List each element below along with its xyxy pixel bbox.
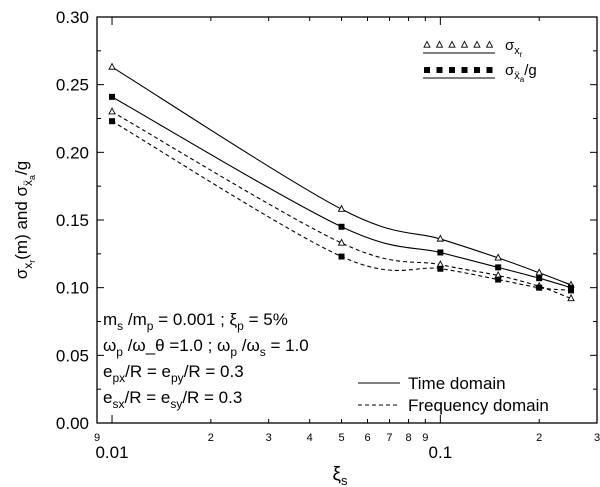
x-minor-tick-label: 4 — [307, 432, 313, 444]
data-point — [568, 287, 575, 294]
data-point — [338, 253, 345, 260]
annotation-line: esx​/R = esy​/R = 0.3 — [103, 388, 242, 411]
x-minor-tick-label: 8 — [405, 432, 411, 444]
data-point — [338, 223, 345, 230]
x-minor-tick-label: 7 — [386, 432, 392, 444]
x-minor-tick-label: 2 — [208, 432, 214, 444]
y-tick-label: 0.20 — [56, 143, 89, 162]
legend-marker — [485, 40, 494, 48]
data-point — [535, 268, 543, 276]
y-tick-label: 0.00 — [56, 414, 89, 433]
data-point — [494, 253, 502, 261]
legend-line-label: Time domain — [408, 374, 506, 393]
annotation-line: epx​/R = epy​/R = 0.3 — [103, 362, 244, 385]
y-tick-label: 0.05 — [56, 346, 89, 365]
data-point — [536, 284, 543, 291]
legend-marker — [435, 40, 444, 48]
data-point — [108, 62, 116, 70]
data-point — [495, 264, 502, 271]
data-point — [109, 93, 116, 100]
legend-marker — [473, 40, 481, 48]
data-point — [495, 276, 502, 283]
x-minor-tick-label: 3 — [266, 432, 272, 444]
x-tick-label: 0.01 — [95, 443, 128, 462]
legend-marker — [474, 67, 480, 73]
series-lines — [111, 66, 572, 300]
data-point — [536, 275, 543, 282]
x-minor-tick-label: 9 — [94, 432, 100, 444]
y-tick-label: 0.10 — [56, 279, 89, 298]
legend-marker — [449, 67, 455, 73]
data-point — [109, 118, 116, 125]
y-tick-label: 0.30 — [56, 8, 89, 27]
legend-marker — [448, 40, 456, 48]
y-axis-label: σxr(m) and σẍa/g — [12, 161, 37, 280]
data-point — [337, 238, 346, 246]
legend-marker — [423, 40, 431, 48]
x-minor-tick-label: 2 — [536, 432, 542, 444]
legend-marker — [460, 40, 469, 48]
annotation-line: ms​ /mp​ = 0.001 ; ξp​ = 5% — [103, 310, 288, 333]
legend-label: σxr — [505, 37, 523, 59]
y-tick-label: 0.15 — [56, 211, 89, 230]
legend-marker — [436, 67, 443, 73]
data-point — [108, 107, 116, 115]
x-minor-tick-label: 9 — [422, 432, 428, 444]
series-line-0 — [111, 66, 572, 286]
legend-label: σẍa/g — [505, 62, 537, 84]
legend: σxr σẍa/g Time domain Frequency domain — [358, 37, 549, 415]
legend-marker — [424, 67, 430, 73]
annotation-block: ms​ /mp​ = 0.001 ; ξp​ = 5% ωp​ /ω_θ =1.0… — [103, 310, 309, 411]
legend-marker — [486, 67, 493, 73]
axis-ticks — [96, 16, 598, 424]
series-markers — [108, 62, 575, 302]
data-point — [437, 249, 444, 256]
x-axis-label: ξs — [332, 464, 348, 487]
axis-labels: 0.000.050.100.150.200.250.300.01 0.19 2 3 4 5… — [12, 8, 600, 487]
annotation-line: ωp​ /ω_θ =1.0 ; ωp​ /ωs​ = 1.0 — [103, 336, 309, 359]
x-minor-tick-label: 3 — [594, 432, 600, 444]
data-point — [436, 234, 445, 242]
data-point — [337, 204, 346, 212]
x-minor-tick-label: 5 — [338, 432, 344, 444]
x-minor-tick-label: 6 — [364, 432, 370, 444]
data-point — [437, 265, 444, 272]
legend-line-label: Frequency domain — [408, 396, 549, 415]
legend-marker — [461, 67, 468, 73]
data-point — [567, 293, 575, 302]
x-tick-label: 0.1 — [429, 443, 453, 462]
y-tick-label: 0.25 — [56, 76, 89, 95]
